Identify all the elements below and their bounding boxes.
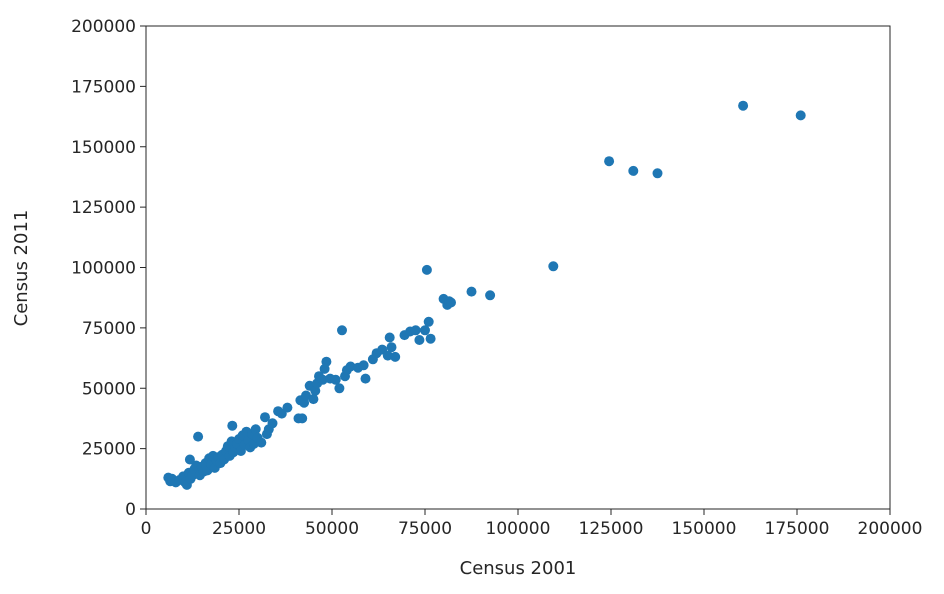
data-point — [652, 168, 663, 179]
data-point — [267, 418, 278, 429]
x-tick-label: 25000 — [212, 519, 266, 539]
data-point — [358, 360, 369, 371]
x-tick-label: 100000 — [486, 519, 551, 539]
data-point — [256, 437, 267, 448]
data-point — [330, 374, 341, 385]
data-point — [384, 332, 395, 343]
data-point — [382, 350, 393, 361]
data-point — [466, 286, 477, 297]
data-point — [390, 351, 401, 362]
data-point — [184, 454, 195, 465]
x-tick-label: 200000 — [858, 519, 923, 539]
x-tick-label: 150000 — [672, 519, 737, 539]
data-point — [604, 156, 615, 167]
x-tick-label: 125000 — [579, 519, 644, 539]
data-point — [301, 390, 311, 401]
data-point — [425, 333, 436, 344]
data-point — [738, 100, 749, 111]
data-point — [548, 261, 559, 272]
y-tick-label: 25000 — [82, 440, 136, 460]
data-point — [308, 394, 319, 405]
data-point — [421, 264, 432, 275]
x-axis-ticks: 0 25000 50000 75000 100000 125000 150000 175000… — [141, 509, 923, 539]
x-tick-label: 0 — [141, 519, 152, 539]
x-tick-label: 50000 — [305, 519, 359, 539]
data-point — [485, 290, 496, 301]
data-point — [446, 297, 456, 308]
data-point — [410, 325, 421, 336]
data-point — [334, 383, 345, 394]
y-tick-label: 50000 — [82, 379, 136, 399]
data-point — [193, 431, 204, 442]
y-axis-ticks: 0 25000 50000 75000 100000 125000 150000 175000… — [71, 17, 146, 520]
y-tick-label: 0 — [125, 500, 136, 520]
data-point — [386, 342, 397, 353]
data-point — [250, 424, 261, 435]
y-tick-label: 150000 — [71, 138, 136, 158]
x-axis-label: Census 2001 — [460, 558, 577, 579]
data-point — [360, 373, 371, 384]
data-point — [414, 335, 425, 345]
x-tick-label: 75000 — [398, 519, 452, 539]
y-tick-label: 175000 — [71, 77, 136, 97]
x-tick-label: 175000 — [765, 519, 830, 539]
data-point — [282, 402, 293, 413]
data-point — [345, 361, 356, 372]
data-point — [795, 110, 806, 121]
data-point — [321, 356, 332, 367]
y-axis-label: Census 2011 — [11, 210, 32, 327]
data-point — [227, 420, 238, 431]
data-point — [337, 325, 347, 336]
plot-frame — [145, 25, 891, 510]
data-point — [317, 374, 328, 385]
y-tick-label: 100000 — [71, 259, 136, 279]
data-point — [423, 316, 434, 327]
y-tick-label: 75000 — [82, 319, 136, 339]
data-point — [628, 165, 639, 176]
data-point — [420, 325, 430, 336]
y-tick-label: 125000 — [71, 198, 136, 218]
y-tick-label: 200000 — [71, 17, 136, 37]
data-point — [260, 412, 270, 423]
data-point — [297, 413, 308, 424]
data-points — [163, 100, 806, 490]
